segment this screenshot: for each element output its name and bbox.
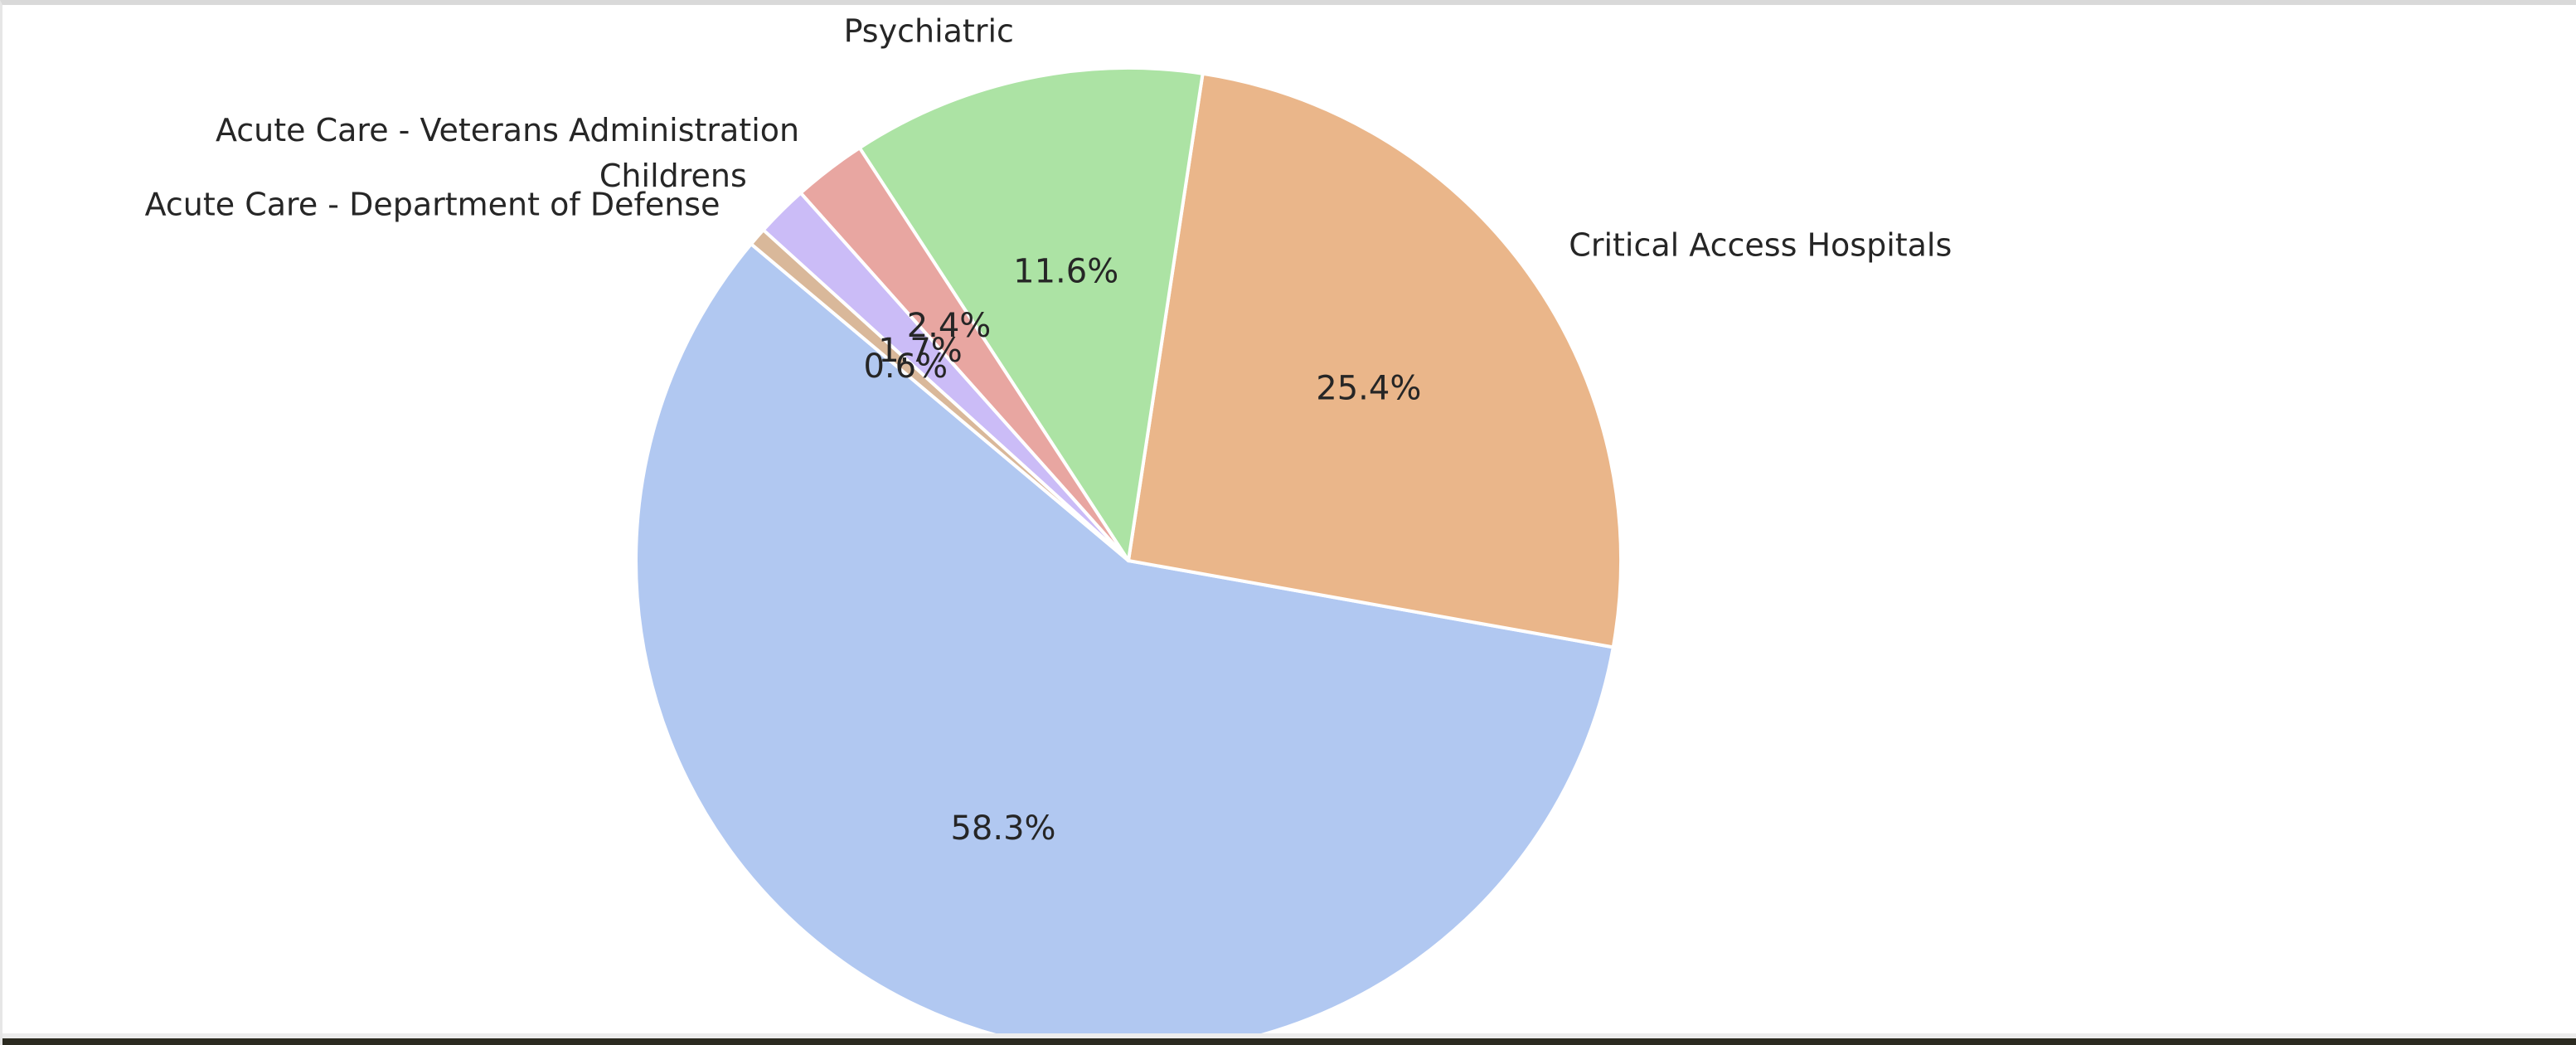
pie-slice [749,228,1130,562]
pie-slice [857,66,1205,562]
slice-category-label: Psychiatric [844,12,1014,49]
bottom-divider [2,1033,2576,1038]
slice-category-label: Critical Access Hospitals [1569,227,1952,264]
pie-chart: 58.3% 25.4% 11.6% 2.4%1.7%0.6% Critical Acc… [145,12,1953,1045]
bottom-bar [2,1038,2576,1045]
slice-percent-label: 11.6% [1013,253,1118,291]
slice-category-label: Childrens [599,158,747,194]
slice-percent-label: 58.3% [950,809,1055,848]
slice-percent-label: 25.4% [1316,370,1421,408]
slice-percent-label: 2.4% [907,307,992,345]
slice-labels: Critical Access Hospitals Psychiatric Acut… [145,12,1953,263]
slice-percent-label: 0.6% [863,348,948,386]
slice-percent-label: 1.7% [878,332,963,370]
slice-category-label: Acute Care - Department of Defense [145,187,720,223]
percentage-labels: 58.3% 25.4% 11.6% 2.4%1.7%0.6% [863,253,1421,848]
pie-slice [634,242,1615,1045]
slice-category-label: Acute Care - Veterans Administration [216,112,799,148]
pie-slices [634,66,1623,1045]
pie-slice [1127,71,1623,649]
